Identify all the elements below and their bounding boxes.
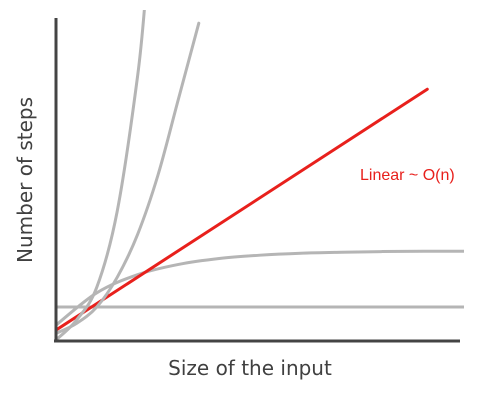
linear-series-label: Linear ~ O(n) <box>360 167 455 184</box>
y-axis-label: Number of steps <box>13 97 37 263</box>
series-line-1 <box>56 249 464 327</box>
series-line-4 <box>56 10 146 340</box>
series-line-3 <box>56 21 201 335</box>
series-line-2 <box>56 87 429 332</box>
x-axis-label: Size of the input <box>168 356 332 380</box>
series-group <box>56 10 464 340</box>
